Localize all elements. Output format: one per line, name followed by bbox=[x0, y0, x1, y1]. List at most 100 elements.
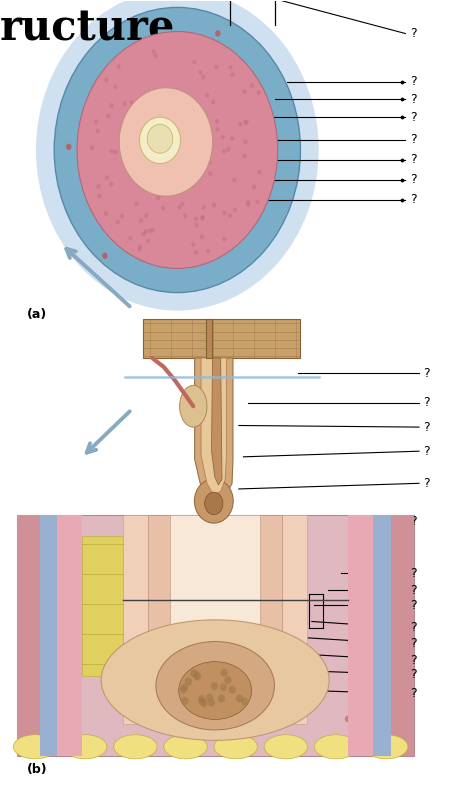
Ellipse shape bbox=[164, 191, 168, 196]
Ellipse shape bbox=[143, 146, 147, 151]
Ellipse shape bbox=[193, 671, 200, 679]
Ellipse shape bbox=[116, 64, 121, 69]
Ellipse shape bbox=[181, 697, 188, 704]
Ellipse shape bbox=[200, 215, 205, 220]
Ellipse shape bbox=[345, 716, 350, 722]
Ellipse shape bbox=[194, 250, 198, 255]
Ellipse shape bbox=[208, 171, 212, 176]
Ellipse shape bbox=[222, 236, 226, 241]
Ellipse shape bbox=[185, 678, 192, 686]
Text: ?: ? bbox=[410, 668, 417, 681]
Ellipse shape bbox=[206, 248, 210, 253]
Ellipse shape bbox=[101, 620, 329, 741]
Bar bbox=[17, 516, 413, 756]
Ellipse shape bbox=[104, 77, 109, 82]
Ellipse shape bbox=[397, 624, 403, 630]
Text: ?: ? bbox=[410, 110, 417, 123]
Ellipse shape bbox=[63, 735, 107, 758]
Ellipse shape bbox=[242, 153, 247, 158]
Text: ?: ? bbox=[410, 93, 417, 106]
Ellipse shape bbox=[55, 586, 60, 592]
Ellipse shape bbox=[98, 635, 103, 642]
Ellipse shape bbox=[218, 695, 225, 703]
Ellipse shape bbox=[257, 170, 261, 175]
Ellipse shape bbox=[207, 160, 211, 165]
Ellipse shape bbox=[116, 219, 120, 224]
Text: ?: ? bbox=[410, 133, 417, 146]
Ellipse shape bbox=[245, 120, 249, 125]
Ellipse shape bbox=[151, 49, 156, 54]
Ellipse shape bbox=[141, 231, 145, 236]
Ellipse shape bbox=[94, 119, 98, 124]
Text: ?: ? bbox=[424, 367, 430, 380]
Ellipse shape bbox=[194, 216, 198, 221]
Ellipse shape bbox=[193, 104, 197, 109]
Ellipse shape bbox=[66, 143, 71, 150]
Ellipse shape bbox=[39, 675, 45, 682]
Bar bbox=[148, 516, 170, 725]
Ellipse shape bbox=[241, 697, 248, 705]
Ellipse shape bbox=[137, 247, 141, 251]
Ellipse shape bbox=[201, 75, 206, 80]
Ellipse shape bbox=[246, 202, 250, 207]
Ellipse shape bbox=[143, 143, 147, 148]
Ellipse shape bbox=[220, 683, 227, 692]
Ellipse shape bbox=[200, 699, 208, 707]
Polygon shape bbox=[212, 358, 222, 485]
Ellipse shape bbox=[146, 239, 150, 243]
Ellipse shape bbox=[255, 199, 260, 204]
Ellipse shape bbox=[123, 633, 128, 639]
Bar bbox=[282, 516, 307, 725]
Bar bbox=[17, 516, 40, 756]
Ellipse shape bbox=[102, 252, 108, 259]
Ellipse shape bbox=[153, 53, 158, 58]
Ellipse shape bbox=[113, 85, 117, 89]
Bar bbox=[170, 516, 260, 725]
Text: ?: ? bbox=[410, 654, 417, 667]
Ellipse shape bbox=[97, 193, 102, 198]
Ellipse shape bbox=[36, 0, 319, 310]
Bar bbox=[260, 516, 282, 725]
Ellipse shape bbox=[246, 200, 250, 205]
Ellipse shape bbox=[139, 117, 180, 164]
Ellipse shape bbox=[123, 101, 127, 106]
Bar bbox=[391, 516, 413, 756]
Text: ?: ? bbox=[410, 173, 417, 186]
Ellipse shape bbox=[139, 218, 143, 223]
Ellipse shape bbox=[215, 118, 219, 123]
Ellipse shape bbox=[96, 129, 100, 134]
Ellipse shape bbox=[222, 149, 226, 154]
Ellipse shape bbox=[348, 639, 353, 646]
Ellipse shape bbox=[220, 135, 225, 139]
Ellipse shape bbox=[145, 96, 149, 101]
Ellipse shape bbox=[130, 541, 136, 547]
Ellipse shape bbox=[211, 682, 218, 690]
Bar bbox=[57, 516, 82, 756]
Ellipse shape bbox=[205, 492, 223, 515]
Ellipse shape bbox=[238, 122, 242, 127]
Ellipse shape bbox=[199, 70, 203, 75]
Ellipse shape bbox=[104, 211, 108, 216]
Ellipse shape bbox=[128, 236, 132, 241]
Ellipse shape bbox=[180, 686, 187, 694]
Ellipse shape bbox=[189, 149, 193, 154]
Polygon shape bbox=[201, 358, 226, 496]
Ellipse shape bbox=[211, 100, 215, 105]
Ellipse shape bbox=[178, 205, 181, 210]
Ellipse shape bbox=[206, 693, 213, 701]
Ellipse shape bbox=[230, 73, 234, 77]
Ellipse shape bbox=[168, 88, 172, 93]
Ellipse shape bbox=[364, 735, 408, 758]
Ellipse shape bbox=[144, 213, 148, 218]
Ellipse shape bbox=[147, 179, 151, 184]
Ellipse shape bbox=[202, 206, 206, 210]
Ellipse shape bbox=[179, 745, 185, 751]
Text: ?: ? bbox=[410, 567, 417, 580]
Ellipse shape bbox=[48, 570, 54, 576]
Ellipse shape bbox=[380, 740, 385, 746]
Ellipse shape bbox=[130, 100, 134, 105]
Ellipse shape bbox=[147, 124, 173, 153]
Ellipse shape bbox=[77, 31, 278, 268]
Ellipse shape bbox=[156, 642, 274, 730]
Ellipse shape bbox=[179, 385, 207, 427]
